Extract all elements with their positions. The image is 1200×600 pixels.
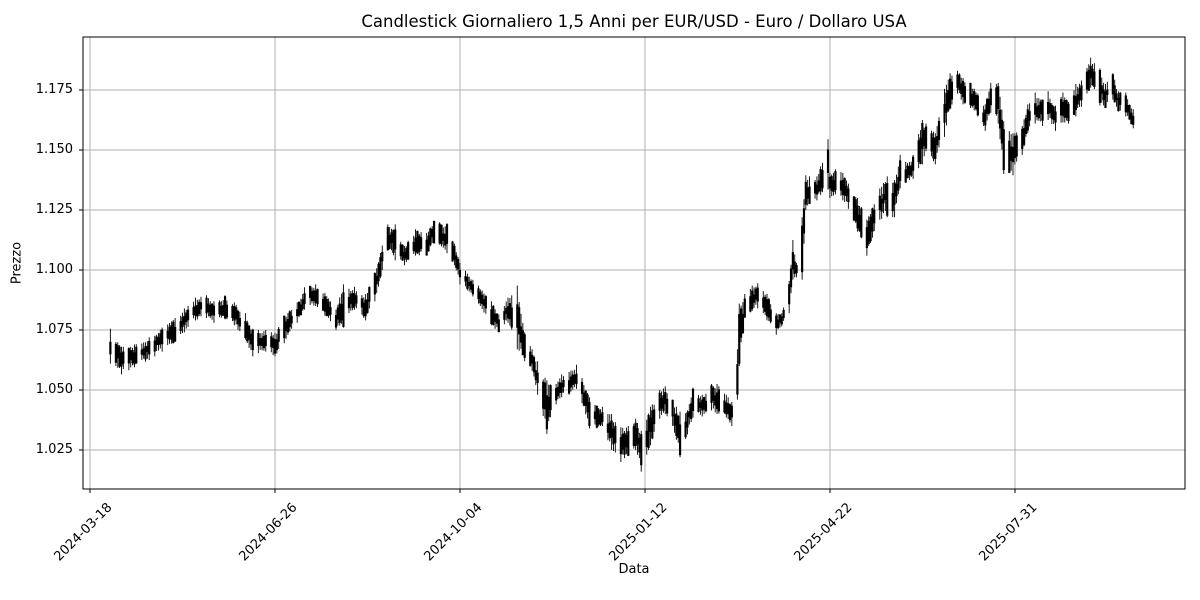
y-tick-label: 1.175 [35,82,73,98]
x-axis-label: Data [618,562,650,577]
grid-lines [83,37,1185,489]
y-tick-label: 1.050 [35,382,73,397]
candle-wicks [109,57,1134,472]
candle-bodies [109,65,1135,466]
y-tick-label: 1.125 [35,202,73,218]
y-tick-label: 1.075 [35,322,73,337]
plot-border [82,36,1186,490]
y-tick-label: 1.025 [35,442,73,457]
chart-title: Candlestick Giornaliero 1,5 Anni per EUR… [361,12,907,31]
y-tick-label: 1.100 [35,262,73,278]
tick-marks [79,89,1016,493]
y-tick-label: 1.150 [35,142,73,158]
